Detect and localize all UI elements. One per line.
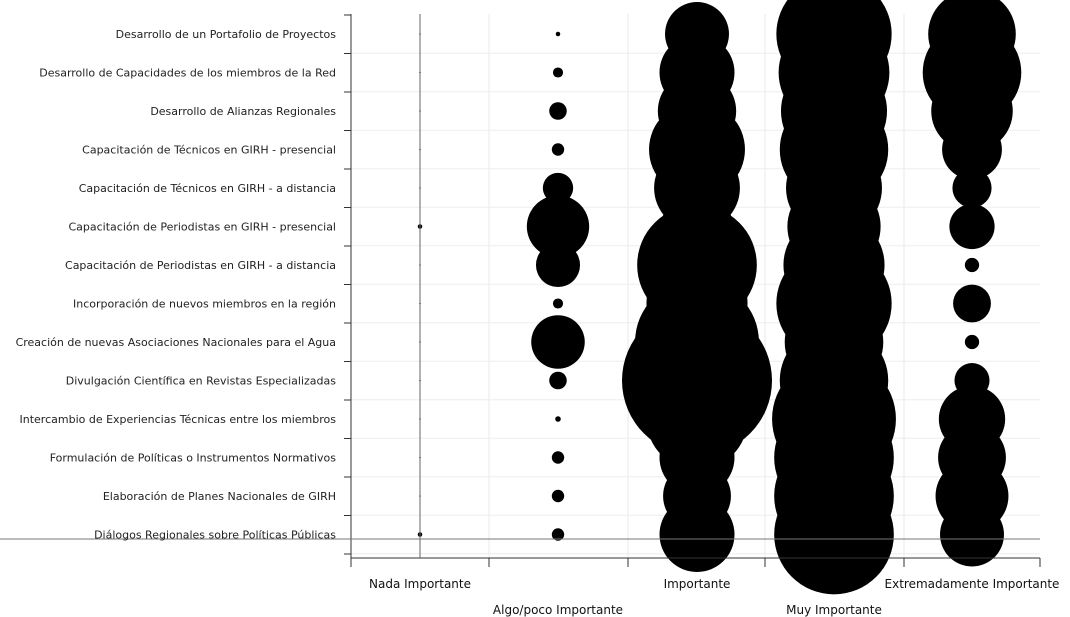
bubble bbox=[531, 315, 585, 369]
y-tick-label: Divulgación Científica en Revistas Espec… bbox=[66, 375, 337, 388]
y-tick-label: Formulación de Políticas o Instrumentos … bbox=[50, 452, 337, 465]
bubble bbox=[555, 31, 561, 37]
y-tick-label: Desarrollo de Capacidades de los miembro… bbox=[39, 67, 336, 80]
bubble bbox=[552, 67, 564, 78]
y-tick-label: Desarrollo de un Portafolio de Proyectos bbox=[116, 28, 337, 41]
y-axis-labels: Desarrollo de un Portafolio de Proyectos… bbox=[16, 28, 337, 542]
x-label-importante: Importante bbox=[664, 577, 731, 591]
bubble bbox=[964, 334, 980, 350]
bubble bbox=[551, 489, 565, 503]
bubble bbox=[949, 203, 995, 250]
x-label-extremadamente-importante: Extremadamente Importante bbox=[885, 577, 1060, 591]
y-tick-label: Capacitación de Periodistas en GIRH - pr… bbox=[68, 221, 336, 234]
y-tick-label: Creación de nuevas Asociaciones Nacional… bbox=[16, 336, 336, 349]
y-tick-label: Incorporación de nuevos miembros en la r… bbox=[73, 298, 336, 311]
bubble bbox=[953, 284, 991, 323]
bubble bbox=[774, 474, 894, 595]
x-label-algo-poco-importante: Algo/poco Importante bbox=[493, 603, 623, 617]
y-tick-label: Capacitación de Técnicos en GIRH - a dis… bbox=[79, 182, 336, 195]
bubble bbox=[952, 168, 992, 208]
bubble bbox=[535, 242, 581, 288]
y-tick-label: Elaboración de Planes Nacionales de GIRH bbox=[103, 490, 336, 503]
y-tick-label: Capacitación de Técnicos en GIRH - prese… bbox=[82, 144, 336, 157]
y-tick-label: Intercambio de Experiencias Técnicas ent… bbox=[20, 413, 337, 426]
bubble bbox=[551, 451, 565, 464]
y-tick-label: Diálogos Regionales sobre Políticas Públ… bbox=[94, 529, 336, 542]
bubble bbox=[659, 497, 735, 572]
bubble bbox=[526, 195, 590, 258]
bubbles bbox=[417, 0, 1022, 595]
bubble bbox=[940, 502, 1004, 567]
bubble bbox=[549, 371, 567, 390]
x-axis-labels: Nada Importante Importante Extremadament… bbox=[369, 577, 1059, 617]
y-tick-label: Desarrollo de Alianzas Regionales bbox=[150, 105, 336, 118]
x-label-muy-importante: Muy Importante bbox=[786, 603, 882, 617]
y-tick-label: Capacitación de Periodistas en GIRH - a … bbox=[65, 259, 336, 272]
bubble bbox=[542, 172, 574, 204]
bubble bbox=[964, 257, 980, 273]
bubble bbox=[942, 119, 1002, 180]
bubble bbox=[549, 102, 567, 120]
bubble bbox=[551, 528, 565, 541]
axes bbox=[0, 14, 1041, 567]
x-label-nada-importante: Nada Importante bbox=[369, 577, 471, 591]
bubble bbox=[551, 143, 565, 156]
bubble bbox=[552, 298, 564, 309]
bubble bbox=[555, 416, 561, 422]
